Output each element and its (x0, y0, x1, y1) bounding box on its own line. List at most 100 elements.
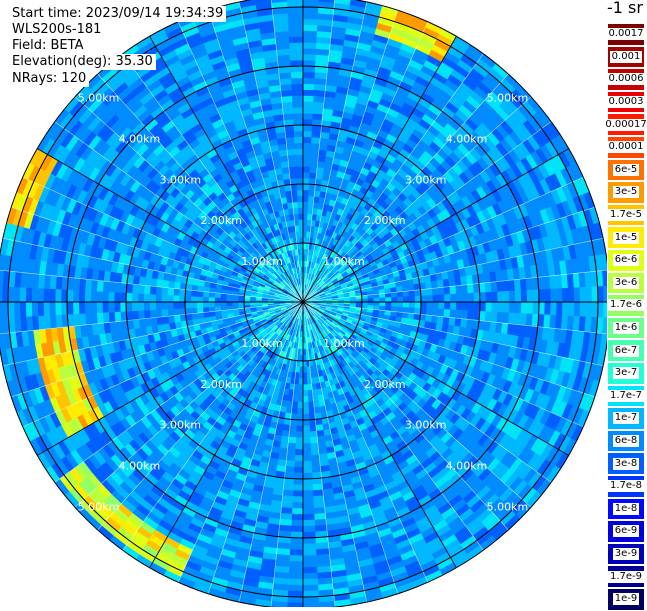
ppi-gate (312, 466, 321, 473)
ppi-gate (303, 72, 315, 78)
ppi-gate (303, 101, 313, 107)
ppi-gate (474, 302, 480, 311)
ppi-gate (480, 292, 486, 302)
ppi-gate (309, 190, 315, 196)
ppi-gate (290, 544, 303, 550)
ppi-gate (292, 502, 303, 508)
ppi-gate (185, 308, 191, 314)
ppi-gate (414, 308, 420, 314)
ppi-gate (288, 585, 303, 591)
ppi-gate (303, 137, 312, 143)
ppi-gate (162, 280, 169, 288)
ppi-gate (467, 284, 474, 293)
ppi-gate (294, 473, 303, 479)
ppi-gate (173, 295, 179, 302)
ppi-gate (303, 443, 311, 449)
ppi-gate (539, 302, 545, 315)
ppi-gate (526, 278, 533, 290)
ppi-gate (303, 208, 308, 214)
ppi-gate (303, 479, 313, 485)
ppi-gate (287, 602, 303, 607)
ppi-gate (409, 296, 415, 302)
ppi-gate (303, 131, 312, 137)
ppi-gate (303, 367, 307, 373)
ppi-gate (303, 591, 318, 597)
ppi-gate (438, 287, 444, 295)
ppi-gate (288, 579, 303, 585)
ppi-gate (67, 290, 73, 302)
ppi-gate (312, 131, 321, 138)
ppi-gate (396, 286, 403, 292)
ppi-gate (114, 282, 121, 292)
ppi-gate (431, 281, 438, 289)
ppi-gate (303, 496, 313, 502)
ppi-gate (574, 287, 580, 302)
ppi-gate (403, 296, 409, 302)
ppi-gate (303, 225, 307, 231)
ppi-gate (303, 7, 318, 13)
ppi-gate (313, 113, 323, 120)
ppi-gate (313, 395, 319, 402)
ppi-gate (279, 525, 291, 532)
ppi-gate (150, 310, 156, 318)
ppi-gate (303, 107, 313, 113)
ppi-gate (508, 313, 515, 324)
ppi-gate (303, 373, 307, 379)
ppi-gate (303, 190, 309, 196)
ppi-gate (303, 514, 314, 520)
ppi-gate (209, 297, 215, 302)
ppi-gate (79, 290, 85, 302)
ppi-gate (303, 84, 314, 90)
ppi-gate (191, 308, 197, 314)
ppi-gate (303, 149, 311, 155)
ppi-gate (515, 291, 521, 302)
ppi-gate (314, 507, 325, 514)
ppi-gate (497, 292, 503, 302)
ppi-gate (174, 315, 181, 322)
ppi-gate (303, 125, 312, 131)
ppi-gate (303, 402, 309, 408)
ppi-gate (315, 525, 327, 532)
ppi-gate (49, 302, 55, 315)
ppi-gate (291, 408, 297, 414)
ppi-gate (303, 455, 311, 461)
ppi-gate (313, 484, 323, 491)
ppi-gate (492, 302, 498, 312)
ppi-gate (298, 390, 303, 396)
ppi-gate (138, 285, 145, 294)
ppi-gate (303, 420, 309, 426)
ppi-gate (314, 513, 326, 520)
ppi-gate (97, 291, 103, 302)
ppi-gate (292, 508, 303, 514)
ppi-gate (485, 312, 492, 322)
ppi-gate (303, 202, 308, 208)
ppi-gate (303, 0, 319, 2)
ppi-gate (592, 302, 598, 317)
ppi-gate (550, 289, 556, 302)
ppi-gate (303, 384, 308, 390)
ppi-gate (303, 48, 316, 54)
ppi-gate (297, 408, 303, 414)
ppi-gate (73, 290, 79, 302)
ppi-gate (132, 284, 139, 293)
ppi-gate (310, 443, 318, 449)
ppi-gate (220, 298, 226, 302)
ppi-gate (38, 302, 44, 316)
ppi-gate (397, 307, 403, 313)
ppi-gate (215, 297, 221, 302)
ppi-gate (526, 314, 533, 326)
ppi-gate (309, 425, 316, 431)
ppi-gate (295, 449, 303, 455)
ppi-gate (156, 294, 162, 302)
ppi-gate (287, 597, 303, 603)
ppi-gate (61, 289, 67, 302)
ppi-gate (288, 591, 303, 597)
ppi-gate (161, 295, 167, 302)
ppi-gate (309, 419, 316, 425)
ppi-gate (574, 302, 580, 317)
ppi-gate (0, 302, 3, 318)
ppi-gate (185, 302, 191, 308)
ppi-gate (562, 302, 568, 316)
ppi-gate (310, 431, 317, 437)
ppi-gate (303, 66, 315, 72)
